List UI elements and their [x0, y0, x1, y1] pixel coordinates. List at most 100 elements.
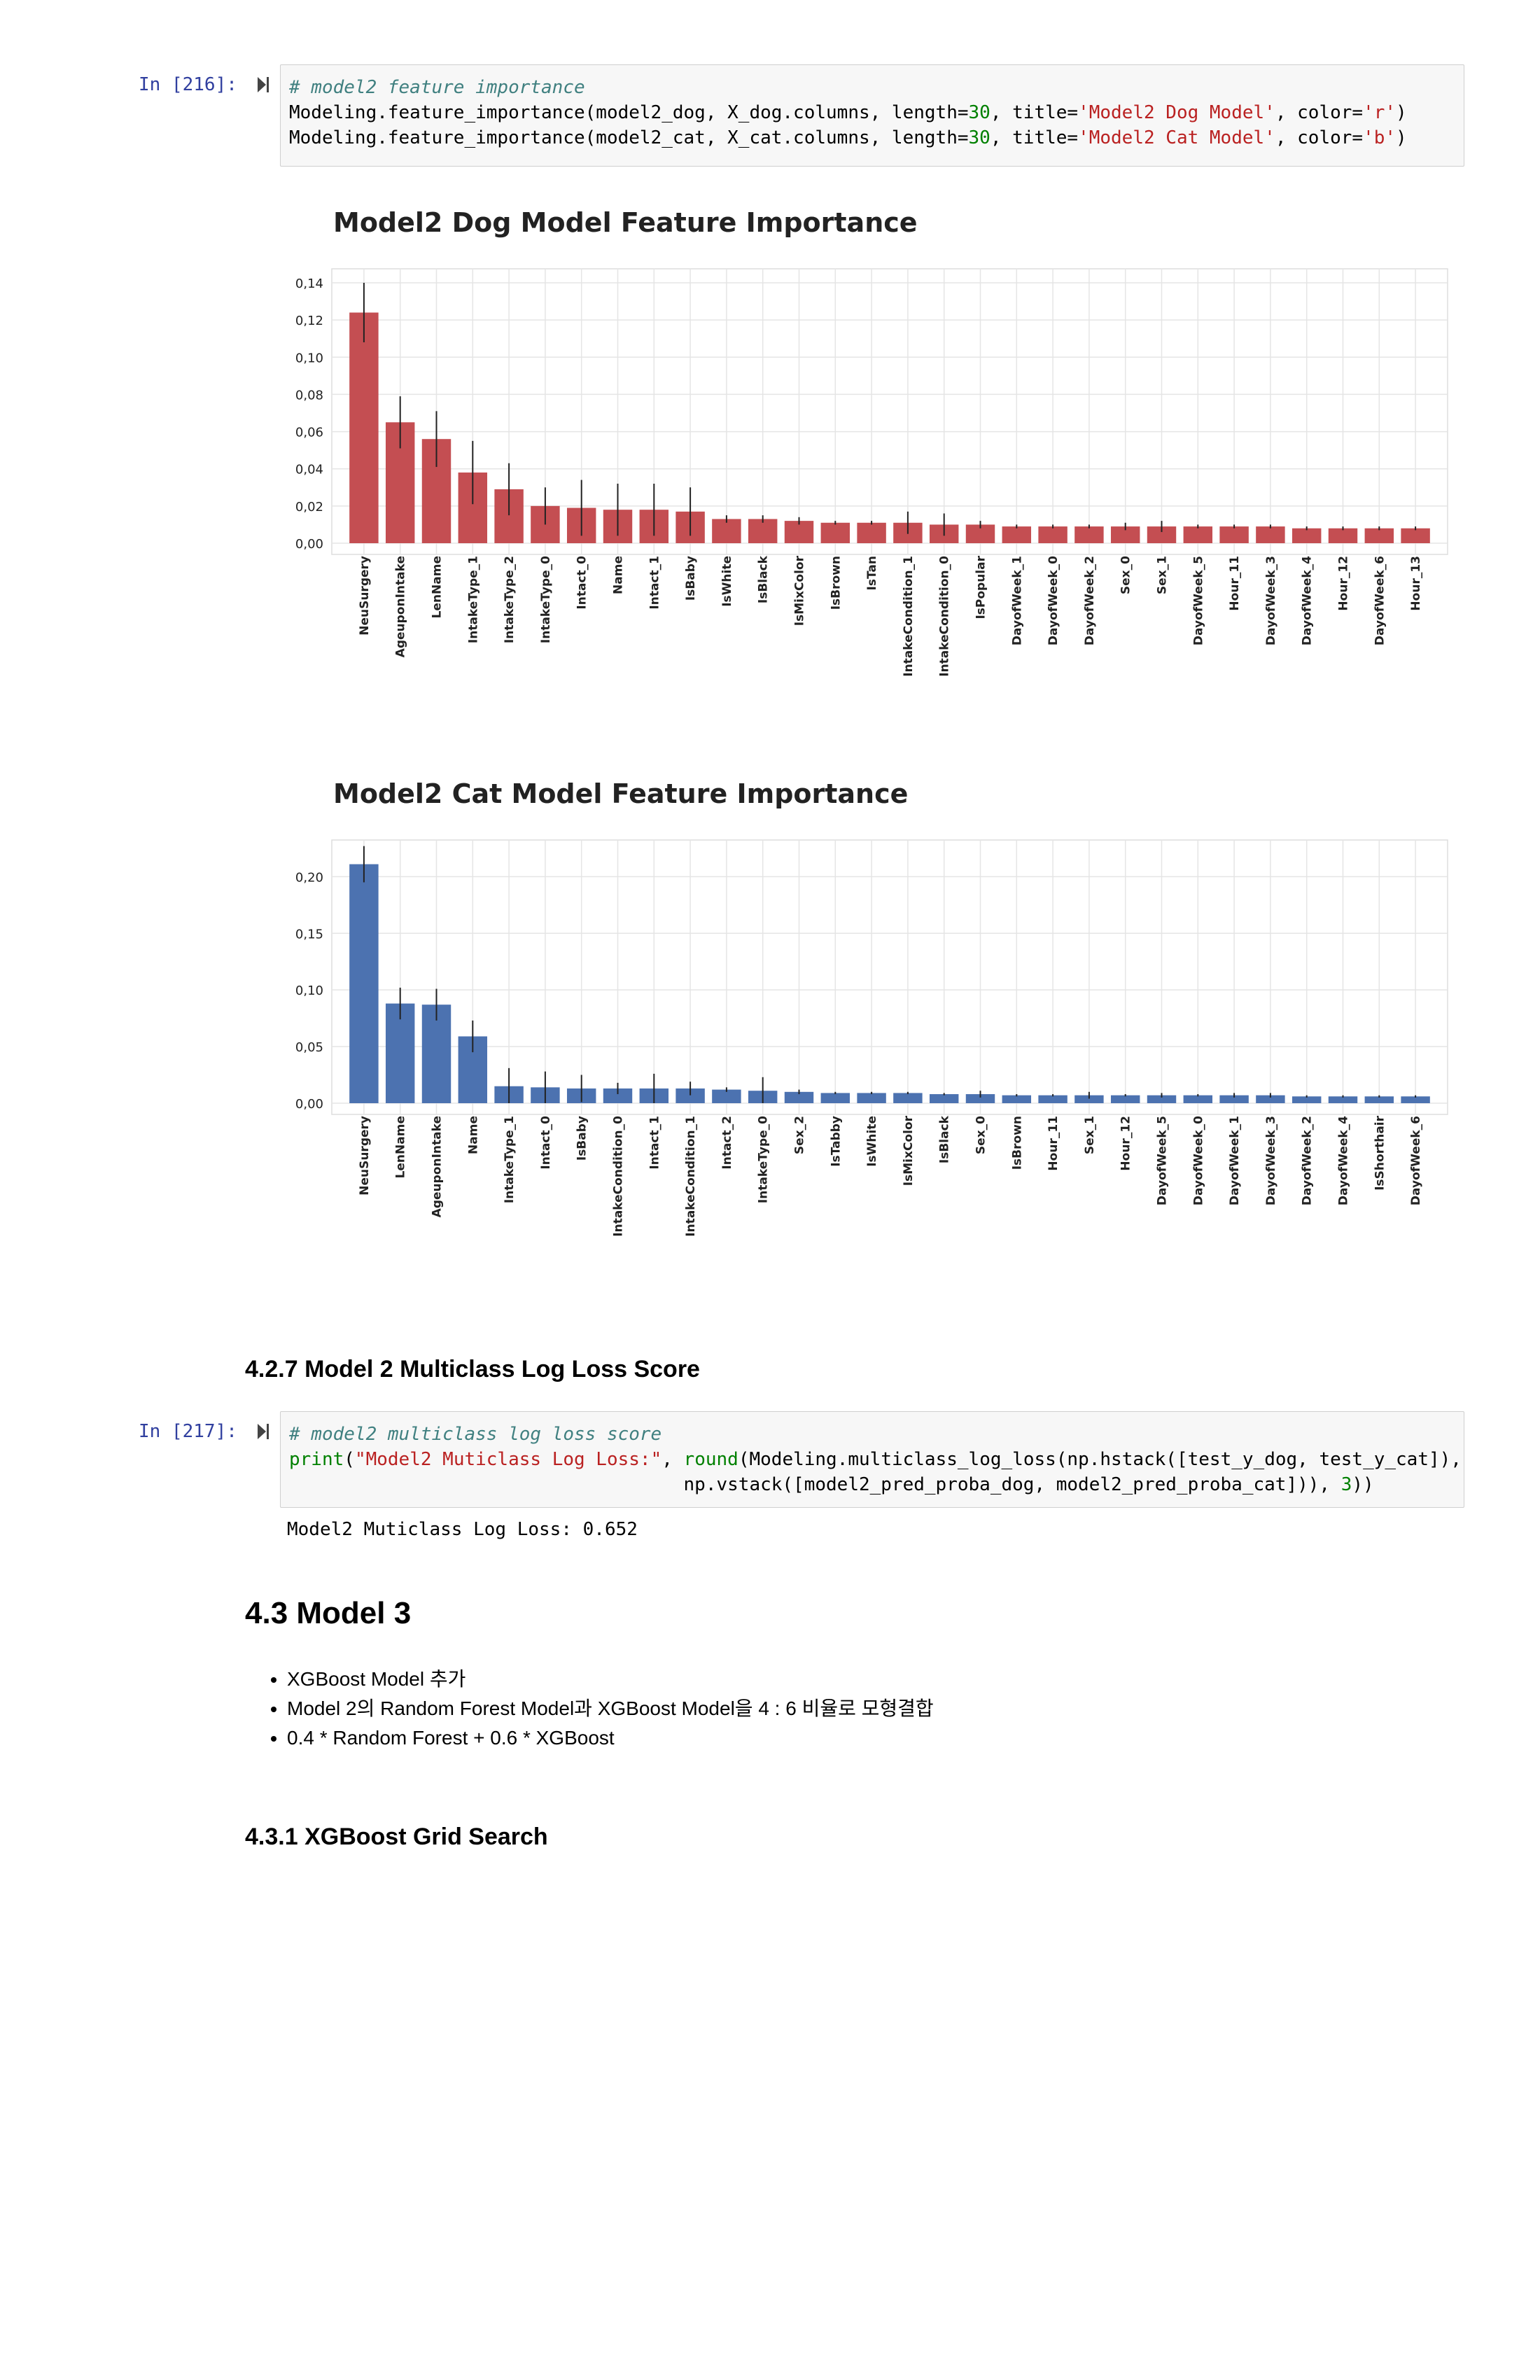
- code-token: , title=: [990, 102, 1079, 123]
- x-tick-label: DayofWeek_2: [1083, 556, 1097, 645]
- x-tick-label: IntakeCondition_1: [902, 556, 916, 677]
- code-editor[interactable]: # model2 multiclass log loss score print(…: [281, 1412, 1464, 1507]
- y-tick-label: 0,02: [295, 500, 323, 514]
- bar: [385, 1003, 415, 1103]
- bar: [1002, 526, 1032, 543]
- bar: [1074, 526, 1104, 543]
- code-line: np.vstack([model2_pred_proba_dog, model2…: [289, 1472, 1455, 1497]
- x-tick-label: NeuSurgery: [358, 1116, 372, 1196]
- bar: [784, 1091, 814, 1103]
- x-tick-label: Intact_0: [539, 1116, 553, 1170]
- y-tick-label: 0,12: [295, 314, 323, 328]
- bar: [965, 1094, 995, 1103]
- cell-prompt: In [216]:: [139, 74, 237, 95]
- bar: [712, 1089, 741, 1103]
- x-tick-label: Sex_2: [793, 1116, 807, 1154]
- code-line: # model2 multiclass log loss score: [289, 1422, 1455, 1447]
- x-tick-label: IsWhite: [720, 556, 734, 607]
- x-tick-label: Hour_12: [1337, 556, 1351, 611]
- code-token: (: [344, 1449, 355, 1470]
- code-token: 'Model2 Dog Model': [1078, 102, 1275, 123]
- x-tick-label: IsTan: [865, 556, 879, 590]
- x-tick-label: DayofWeek_3: [1264, 556, 1278, 645]
- bar: [1364, 1096, 1394, 1103]
- bar: [1401, 1096, 1430, 1103]
- bar: [1328, 1096, 1358, 1103]
- x-tick-label: IsMixColor: [902, 1115, 916, 1186]
- y-tick-label: 0,05: [295, 1040, 323, 1055]
- x-tick-label: DayofWeek_5: [1156, 1116, 1170, 1205]
- bar: [1219, 1095, 1249, 1103]
- x-tick-label: IntakeType_1: [466, 556, 480, 643]
- bar: [676, 1088, 705, 1103]
- x-tick-label: Sex_0: [974, 1116, 988, 1154]
- code-token: ): [1396, 102, 1407, 123]
- code-cell[interactable]: # model2 feature importance Modeling.feat…: [280, 64, 1464, 167]
- cat-feature-importance-chart: 0,00 0,05 0,10 0,15 0,20 NeuSurgery LenName Age…: [295, 839, 1448, 1237]
- x-tick-label: IntakeCondition_0: [612, 1116, 626, 1237]
- x-tick-label: IntakeType_0: [539, 556, 553, 643]
- run-cell-icon[interactable]: [256, 76, 270, 94]
- x-tick-label: IsBaby: [684, 556, 698, 601]
- x-tick-label: IntakeCondition_1: [684, 1116, 698, 1237]
- bar: [1110, 1095, 1140, 1103]
- bar: [1038, 1095, 1068, 1103]
- x-tick-label: IsBlack: [757, 555, 771, 603]
- x-tick-label: Name: [612, 556, 626, 594]
- code-cell[interactable]: # model2 multiclass log loss score print(…: [280, 1411, 1464, 1508]
- x-tick-label: LenName: [430, 556, 444, 618]
- x-tick-label: Intact_1: [648, 1116, 662, 1170]
- x-tick-label: Sex_0: [1119, 556, 1133, 594]
- chart-title: Model2 Cat Model Feature Importance: [333, 778, 909, 809]
- code-token: round: [683, 1449, 738, 1470]
- x-tick-label: IntakeType_0: [757, 1116, 771, 1203]
- code-token: ): [1396, 127, 1407, 148]
- list-item: 0.4 * Random Forest + 0.6 * XGBoost: [287, 1723, 934, 1753]
- x-tick-label: DayofWeek_2: [1301, 1116, 1315, 1205]
- y-tick-label: 0,00: [295, 537, 323, 552]
- code-editor[interactable]: # model2 feature importance Modeling.feat…: [281, 65, 1464, 160]
- cell-prompt: In [217]:: [139, 1421, 237, 1442]
- list-item: XGBoost Model 추가: [287, 1665, 934, 1694]
- x-tick-label: NeuSurgery: [358, 556, 372, 636]
- bar: [748, 519, 778, 543]
- x-tick-label: IntakeType_1: [503, 1116, 517, 1203]
- x-tick-label: DayofWeek_6: [1409, 1116, 1423, 1205]
- bar: [1256, 1095, 1285, 1103]
- bar: [1328, 528, 1358, 543]
- run-cell-icon[interactable]: [256, 1422, 270, 1441]
- bar: [1219, 526, 1249, 543]
- x-tick-label: Hour_12: [1119, 1116, 1133, 1171]
- x-tick-label: IsBrown: [829, 556, 843, 610]
- x-tick-label: Sex_1: [1156, 556, 1170, 594]
- bar: [1002, 1095, 1032, 1103]
- section-heading: 4.3 Model 3: [245, 1596, 412, 1630]
- x-tick-label: Name: [466, 1116, 480, 1154]
- x-tick-label: Sex_1: [1083, 1116, 1097, 1154]
- bar: [1147, 1095, 1177, 1103]
- bar: [1038, 526, 1068, 543]
- code-token: )): [1352, 1474, 1374, 1495]
- x-tick-label: IsBrown: [1010, 1116, 1024, 1170]
- bar: [857, 1093, 886, 1103]
- x-tick-label: IsPopular: [974, 555, 988, 619]
- x-tick-label: Intact_2: [720, 1116, 734, 1170]
- bullet-list: XGBoost Model 추가 Model 2의 Random Forest …: [252, 1665, 934, 1753]
- bar: [349, 312, 379, 543]
- x-tick-label: AgeuponIntake: [394, 556, 408, 657]
- x-tick-label: IntakeType_2: [503, 556, 517, 643]
- code-token: 30: [968, 102, 990, 123]
- x-tick-label: Intact_0: [575, 556, 589, 610]
- code-line: print("Model2 Muticlass Log Loss:", roun…: [289, 1447, 1462, 1472]
- x-tick-label: Intact_1: [648, 556, 662, 610]
- code-token: # model2 feature importance: [289, 77, 585, 98]
- bar: [893, 1093, 923, 1103]
- list-item: Model 2의 Random Forest Model과 XGBoost Mo…: [287, 1694, 934, 1723]
- code-token: 'r': [1363, 102, 1396, 123]
- bar: [1147, 526, 1177, 543]
- x-tick-label: DayofWeek_1: [1228, 1116, 1242, 1205]
- x-tick-label: IsBaby: [575, 1116, 589, 1161]
- bar: [1110, 526, 1140, 543]
- x-tick-label: IsBlack: [938, 1115, 952, 1163]
- code-token: , color=: [1275, 102, 1364, 123]
